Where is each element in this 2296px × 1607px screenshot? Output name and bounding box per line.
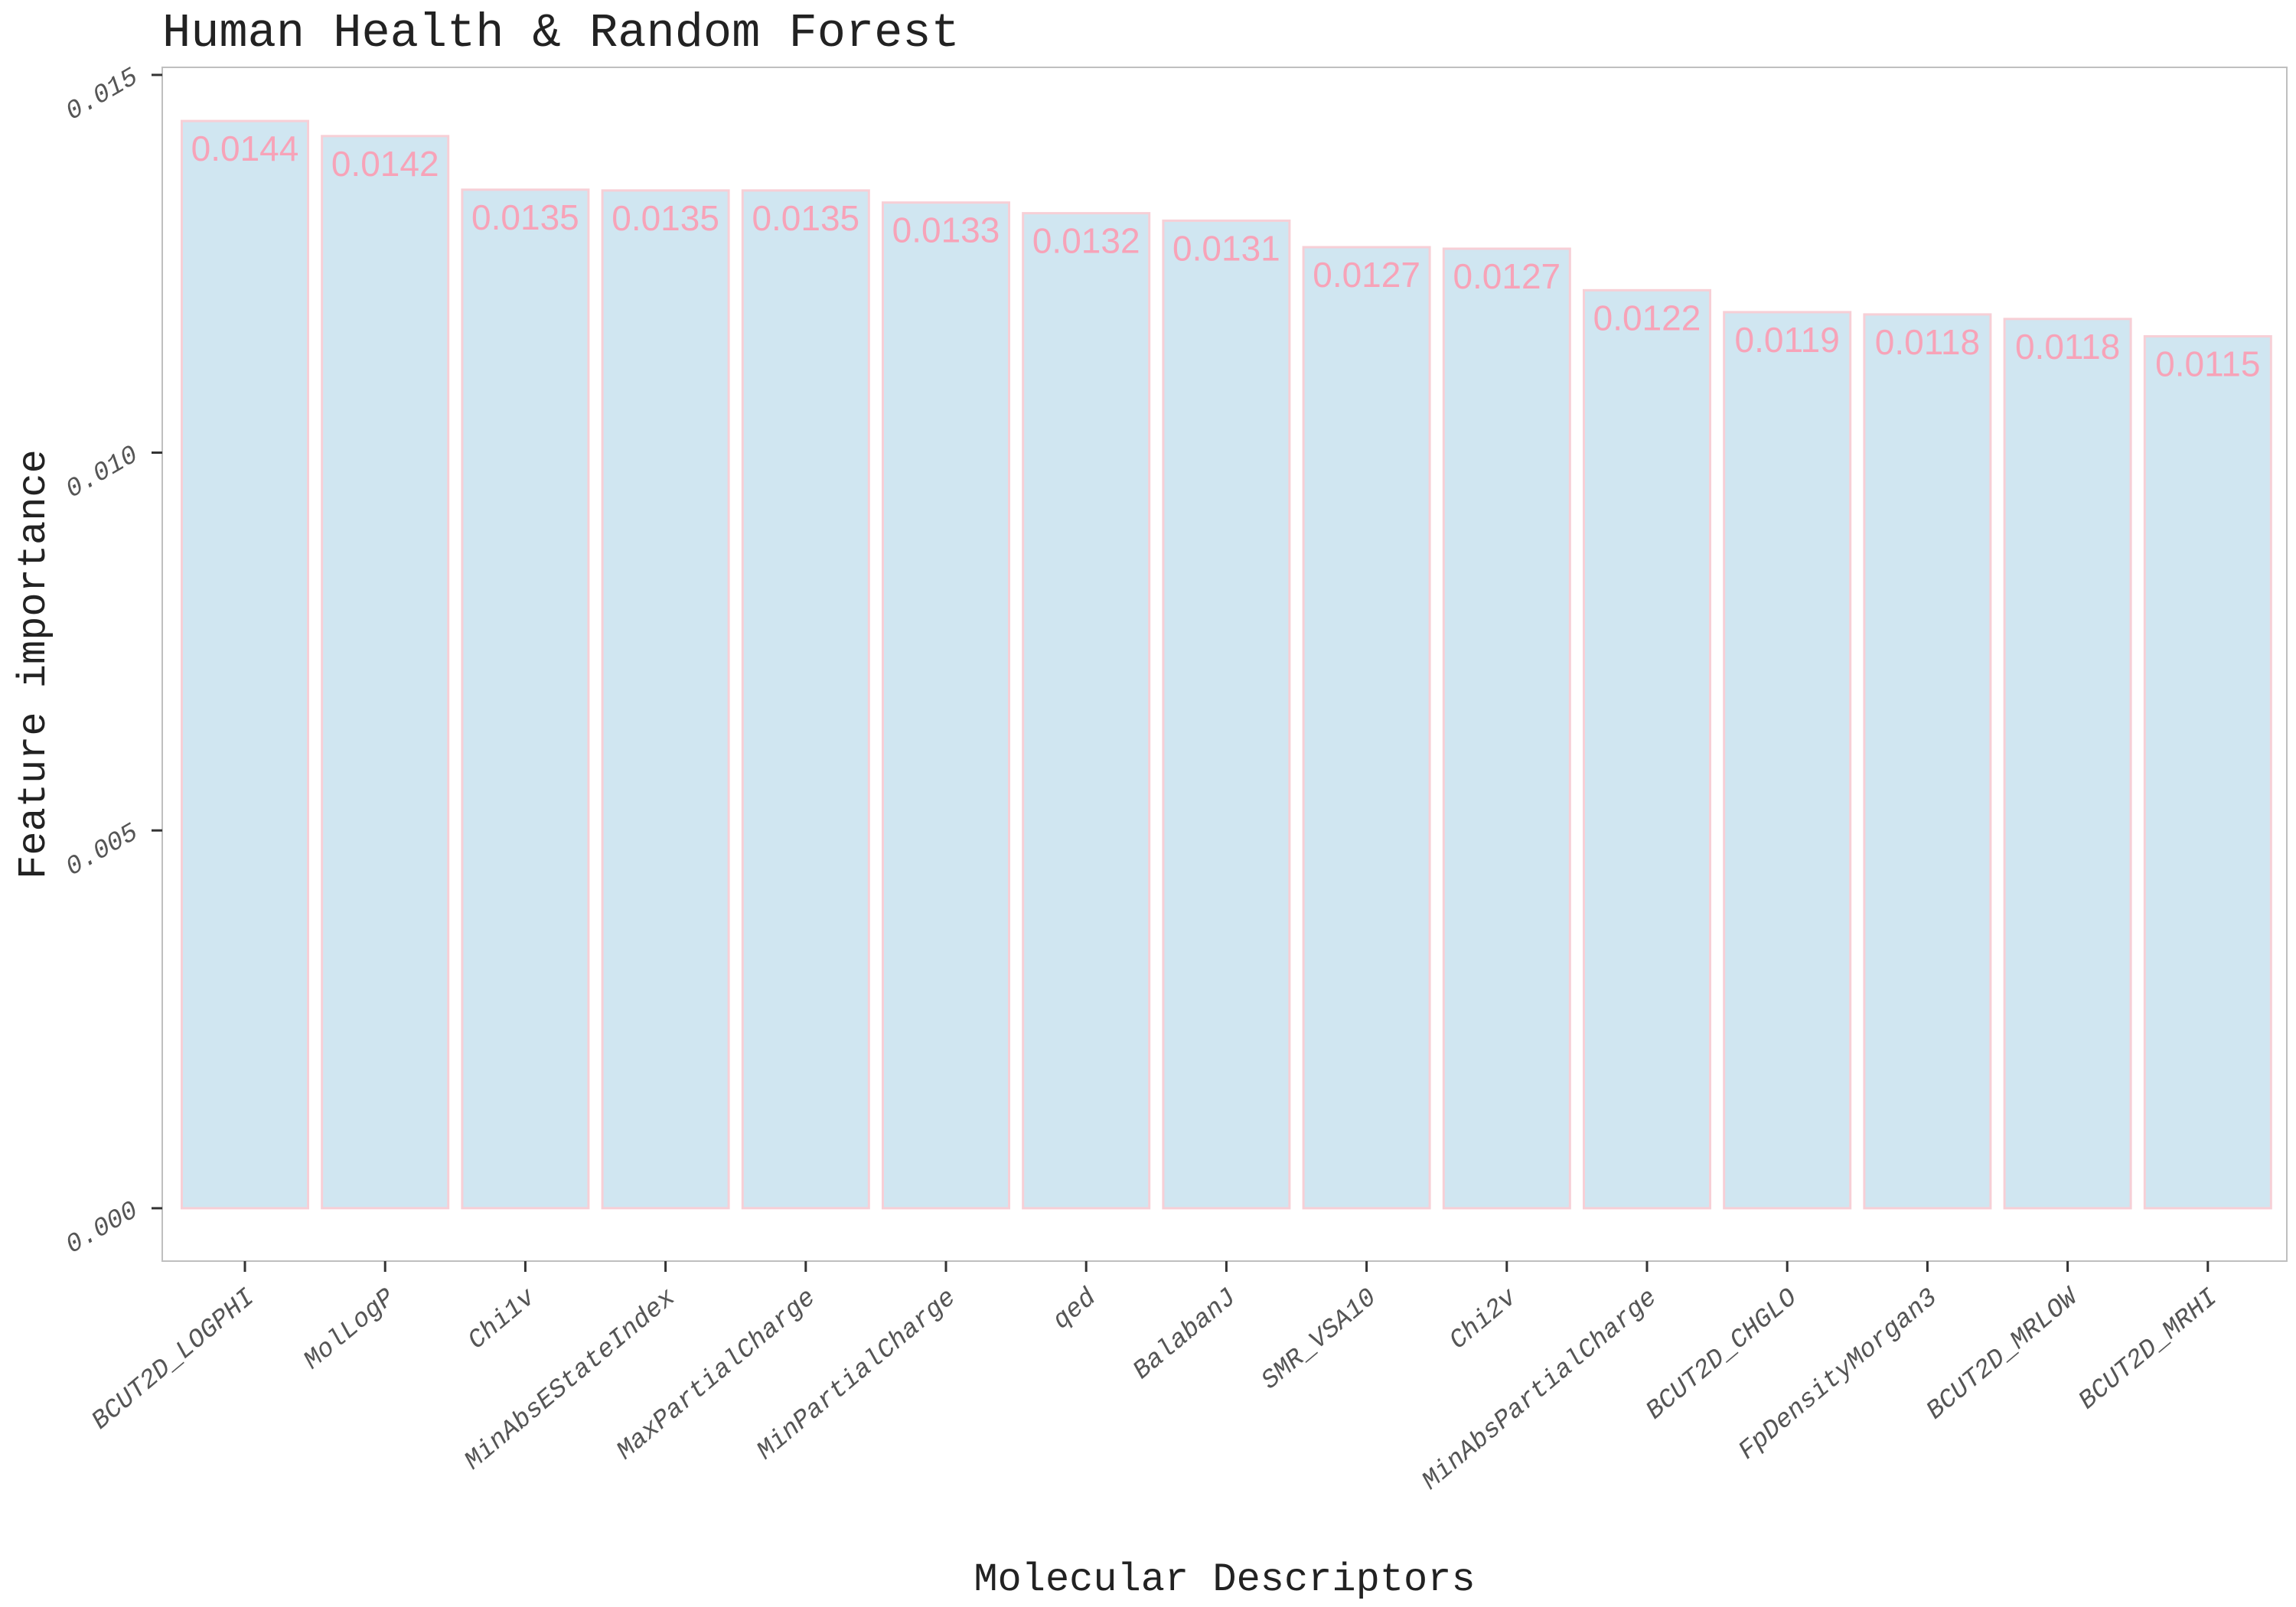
bar-BCUT2D_MRLOW	[2003, 318, 2132, 1210]
bar-value-label: 0.0132	[1032, 221, 1140, 261]
bar-Chi2v	[1442, 247, 1571, 1210]
x-tick-label: qed	[1048, 1283, 1103, 1336]
x-tick-label: BCUT2D_CHGLO	[1641, 1283, 1803, 1426]
bar-value-label: 0.0135	[612, 198, 719, 238]
bar-MinPartialCharge	[882, 201, 1010, 1210]
bar-MinAbsPartialCharge	[1583, 288, 1711, 1210]
y-tick-label: 0.000	[61, 1197, 143, 1261]
bar-value-label: 0.0127	[1313, 255, 1420, 295]
bar-MaxPartialCharge	[741, 189, 870, 1210]
plot-panel	[161, 67, 2288, 1262]
bar-qed	[1022, 212, 1151, 1210]
bars-group	[181, 119, 2272, 1210]
y-tick-label: 0.005	[61, 819, 143, 883]
x-tick-label: BCUT2D_MRHI	[2074, 1283, 2224, 1416]
x-tick-label: MinAbsPartialCharge	[1417, 1283, 1663, 1496]
bar-BCUT2D_MRHI	[2143, 335, 2272, 1210]
x-tick-label: BCUT2D_MRLOW	[1922, 1283, 2086, 1426]
bar-value-labels: 0.0144 0.0142 0.0135 0.0135 0.0135 0.0133 0.01…	[191, 129, 2261, 383]
y-axis: 0.000 0.005 0.010 0.015	[61, 64, 162, 1261]
x-tick-label: MolLogP	[298, 1283, 401, 1376]
bar-value-label: 0.0133	[892, 210, 1000, 250]
x-axis-title: Molecular Descriptors	[974, 1557, 1475, 1602]
bar-value-label: 0.0127	[1453, 256, 1561, 296]
bar-MinAbsEStateIndex	[601, 189, 730, 1210]
bar-value-label: 0.0131	[1172, 228, 1280, 268]
bar-value-label: 0.0118	[1875, 322, 1980, 362]
y-tick-label: 0.010	[61, 441, 143, 505]
bar-value-label: 0.0118	[2015, 327, 2120, 367]
bar-value-label: 0.0135	[471, 197, 579, 237]
x-tick-label: BalabanJ	[1128, 1283, 1242, 1386]
x-axis: BCUT2D_LOGPHI MolLogP Chi1vMinAbsEStateInd…	[86, 1261, 2224, 1497]
y-axis-title: Feature importance	[11, 449, 57, 879]
bar-FpDensityMorgan3	[1863, 313, 1992, 1210]
bar-MolLogP	[321, 135, 450, 1210]
x-tick-label: SMR_VSA10	[1257, 1283, 1383, 1396]
bar-BCUT2D_CHGLO	[1723, 311, 1852, 1210]
y-tick-label: 0.015	[61, 64, 143, 128]
bar-value-label: 0.0135	[752, 198, 859, 238]
x-tick-label: BCUT2D_LOGPHI	[86, 1283, 261, 1436]
bar-Chi1v	[461, 188, 590, 1210]
x-tick-label: Chi1v	[463, 1283, 542, 1356]
bar-value-label: 0.0122	[1593, 298, 1701, 337]
x-tick-label: Chi2v	[1444, 1283, 1523, 1356]
chart-title: Human Health & Random Forest	[162, 6, 960, 60]
bar-BalabanJ	[1162, 219, 1291, 1210]
bar-value-label: 0.0144	[191, 129, 299, 168]
bar-BCUT2D_LOGPHI	[181, 119, 309, 1210]
bar-value-label: 0.0115	[2155, 344, 2260, 384]
bar-value-label: 0.0142	[331, 144, 439, 184]
bar-value-label: 0.0119	[1735, 320, 1840, 360]
bar-SMR_VSA10	[1302, 246, 1431, 1210]
